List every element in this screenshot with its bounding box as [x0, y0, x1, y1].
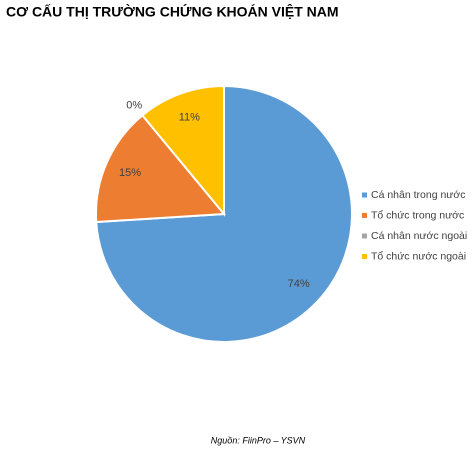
data-label: 15% [119, 167, 141, 179]
legend-swatch [362, 254, 367, 259]
data-label: 11% [179, 112, 200, 124]
legend-label: Tổ chức nước ngoài [371, 250, 466, 262]
legend-swatch [362, 213, 367, 218]
legend-label: Cá nhân nước ngoài [371, 230, 467, 242]
pie-slice [141, 84, 225, 217]
data-label: 74% [288, 278, 310, 290]
legend-swatch [362, 192, 367, 198]
legend-label: Tổ chức trong nước [371, 209, 464, 221]
legend-swatch [362, 233, 367, 239]
data-label: 0% [126, 99, 142, 111]
chart-title: CƠ CẤU THỊ TRƯỜNG CHỨNG KHOÁN VIỆT NAM [6, 3, 339, 20]
pie-slice [95, 113, 227, 224]
source-note: Nguồn: FiinPro – YSVN [211, 435, 306, 445]
legend-label: Cá nhân trong nước [371, 189, 465, 201]
